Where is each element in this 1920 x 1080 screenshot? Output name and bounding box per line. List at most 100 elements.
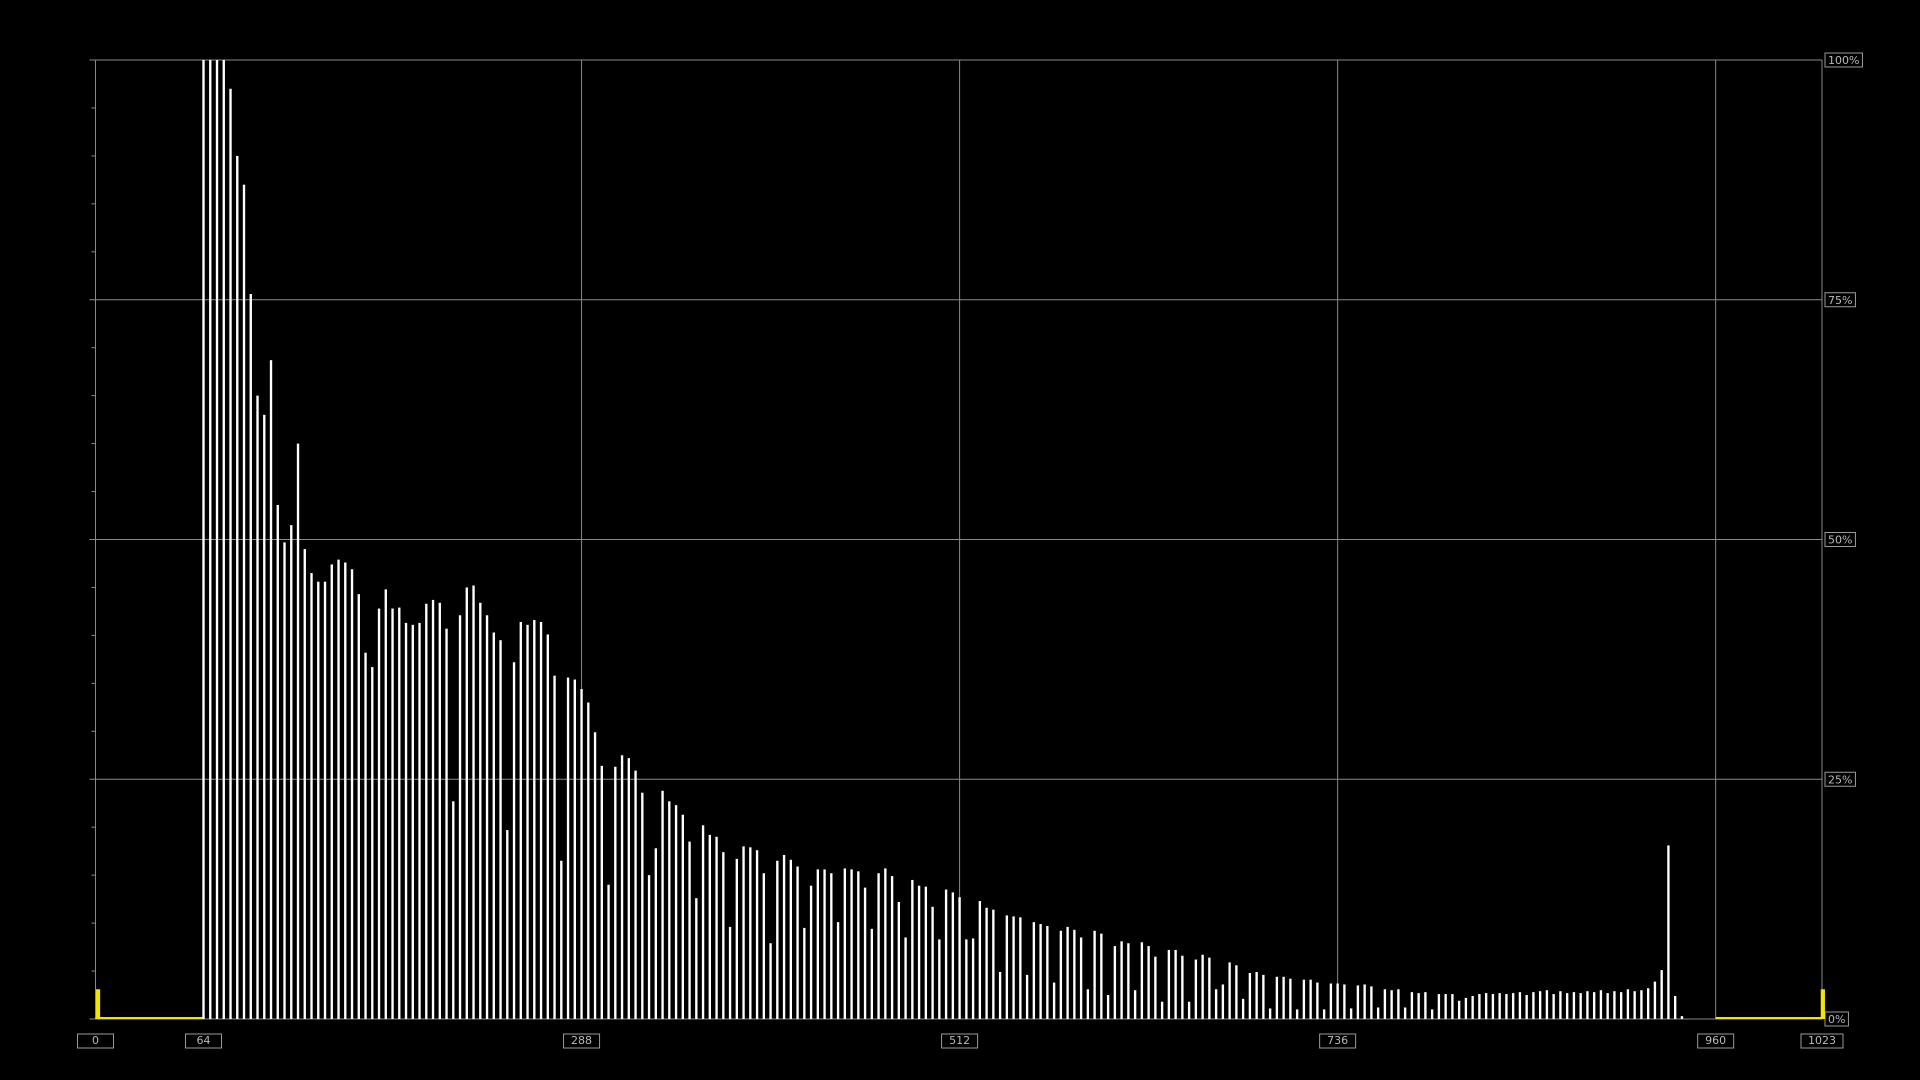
- bar: [1356, 985, 1360, 1019]
- x-tick-label: 0: [92, 1034, 99, 1047]
- bar: [242, 184, 246, 1020]
- bar: [431, 599, 435, 1019]
- bar: [749, 847, 752, 1019]
- bar: [992, 909, 995, 1019]
- bar: [1430, 1009, 1434, 1019]
- bar: [1336, 983, 1339, 1019]
- bar: [1464, 997, 1468, 1019]
- bar: [1579, 993, 1582, 1019]
- bar: [836, 922, 840, 1019]
- bar: [202, 60, 205, 1019]
- bar: [728, 926, 732, 1019]
- bar: [323, 581, 327, 1019]
- bar: [668, 801, 671, 1019]
- x-tick-label: 512: [949, 1034, 970, 1047]
- bar: [1525, 995, 1528, 1019]
- bar: [931, 906, 934, 1019]
- x-tick-label: 1023: [1808, 1034, 1836, 1047]
- bar: [1471, 995, 1474, 1019]
- bar: [215, 60, 219, 1019]
- bar: [1140, 942, 1144, 1019]
- bar: [863, 887, 867, 1019]
- bar: [452, 801, 455, 1019]
- bar: [1228, 962, 1231, 1019]
- bar: [742, 846, 745, 1019]
- bar: [958, 897, 961, 1019]
- bar: [539, 621, 543, 1019]
- bar: [1282, 976, 1285, 1019]
- bar: [938, 939, 941, 1019]
- bar: [492, 632, 495, 1019]
- bar: [701, 825, 705, 1019]
- bar: [674, 805, 678, 1019]
- bar: [1302, 979, 1306, 1019]
- bar: [512, 662, 516, 1019]
- bar: [1032, 922, 1036, 1019]
- bar: [391, 608, 394, 1019]
- bar: [978, 901, 982, 1019]
- bar: [485, 615, 489, 1019]
- bar: [1538, 991, 1542, 1019]
- bar: [404, 622, 408, 1019]
- bar: [877, 873, 880, 1019]
- x-tick-box: [185, 1033, 223, 1049]
- bar: [1201, 954, 1204, 1019]
- bar: [708, 834, 711, 1019]
- x-tick-box: [563, 1033, 601, 1049]
- bar: [1052, 982, 1056, 1019]
- y-tick-label: 100%: [1828, 54, 1859, 67]
- bar: [580, 689, 583, 1019]
- bar: [1491, 994, 1495, 1019]
- bar: [654, 848, 657, 1019]
- bar: [1397, 989, 1400, 1019]
- bar: [465, 587, 468, 1019]
- bar: [1295, 1009, 1299, 1019]
- bar: [627, 758, 630, 1019]
- bar: [911, 879, 914, 1019]
- bar: [1660, 970, 1663, 1019]
- bar: [249, 293, 252, 1020]
- bar: [1079, 937, 1083, 1019]
- bar: [944, 889, 948, 1019]
- bar: [344, 562, 347, 1019]
- bar: [519, 621, 522, 1019]
- bar: [870, 928, 874, 1019]
- bar: [789, 859, 793, 1019]
- bar: [371, 667, 374, 1019]
- bar: [1646, 988, 1650, 1019]
- bar: [1329, 983, 1333, 1019]
- bar: [1680, 1016, 1684, 1019]
- bar: [499, 640, 502, 1019]
- bar: [985, 907, 988, 1019]
- bar: [688, 841, 691, 1019]
- bar: [533, 620, 536, 1019]
- bar: [1241, 998, 1245, 1019]
- bar: [425, 603, 428, 1019]
- bar: [1019, 917, 1022, 1019]
- bar: [1484, 993, 1488, 1019]
- x-tick-box: [1697, 1033, 1735, 1049]
- bar: [1532, 992, 1535, 1019]
- bar: [566, 677, 570, 1019]
- bar: [1012, 916, 1015, 1019]
- bar: [269, 360, 273, 1019]
- bar: [965, 939, 968, 1019]
- bar: [695, 898, 698, 1019]
- y-tick-box: [1824, 52, 1863, 68]
- bar: [681, 814, 684, 1019]
- bar: [1187, 1001, 1191, 1019]
- bar: [1498, 993, 1501, 1019]
- bar: [377, 608, 381, 1019]
- bar: [1518, 992, 1522, 1019]
- bar: [1633, 991, 1636, 1019]
- bar: [95, 989, 101, 1019]
- bar: [296, 443, 300, 1020]
- bar: [1403, 1007, 1407, 1019]
- bar: [1370, 986, 1373, 1019]
- bar: [1322, 1009, 1326, 1019]
- bar: [890, 876, 894, 1019]
- bar: [1619, 992, 1623, 1019]
- bar: [1545, 990, 1549, 1019]
- bar: [1160, 1001, 1164, 1019]
- bar: [418, 622, 421, 1019]
